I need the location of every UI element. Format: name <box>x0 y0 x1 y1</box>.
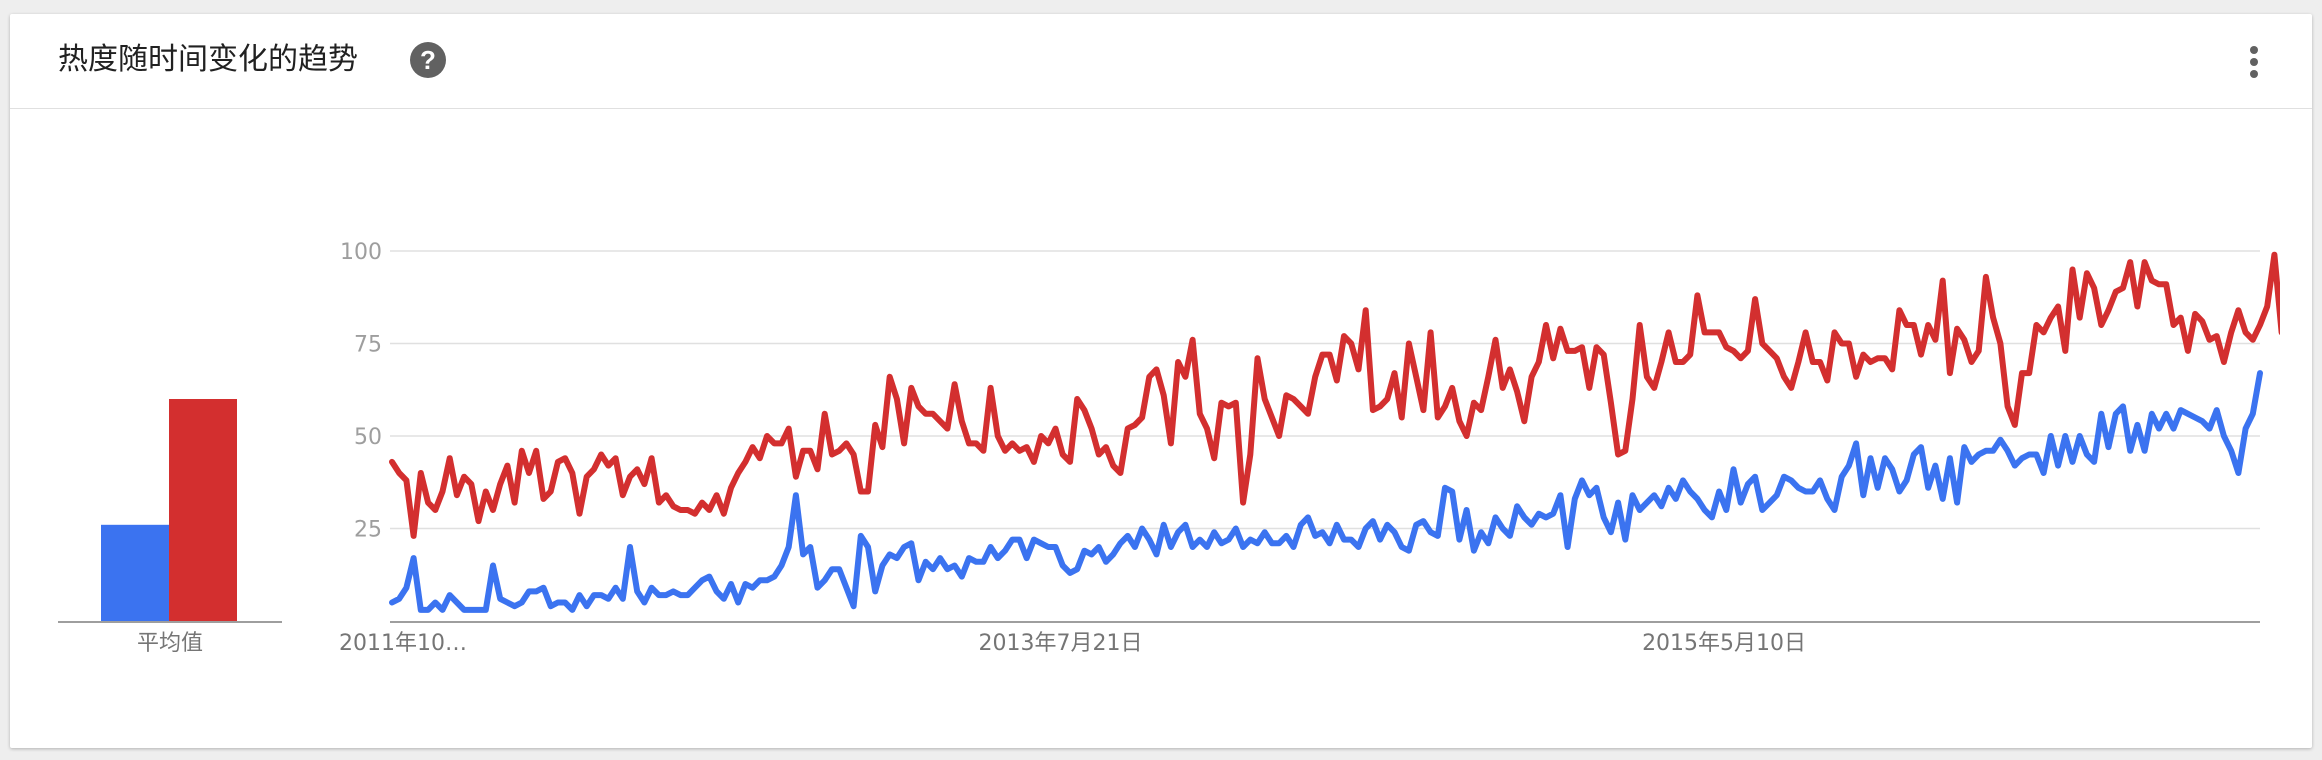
more-options-icon[interactable] <box>2242 42 2266 82</box>
x-tick-label: 2015年5月10日 <box>1642 631 1806 656</box>
average-bar-2 <box>169 399 237 621</box>
card-title: 热度随时间变化的趋势 <box>58 42 358 77</box>
menu-dot <box>2250 70 2258 78</box>
trend-card: 热度随时间变化的趋势 ? 平均值 25 50 75 100 2011年10… 2013年7… <box>10 14 2312 748</box>
y-tick-label: 25 <box>354 518 382 543</box>
menu-dot <box>2250 46 2258 54</box>
average-label: 平均值 <box>137 631 203 656</box>
series-line-2 <box>389 251 2280 539</box>
y-tick-label: 75 <box>354 333 382 358</box>
help-icon[interactable]: ? <box>410 42 446 78</box>
y-tick-label: 100 <box>340 240 382 265</box>
card-header: 热度随时间变化的趋势 ? <box>10 14 2312 109</box>
menu-dot <box>2250 58 2258 66</box>
average-bar-chart: 平均值 <box>58 399 282 656</box>
series-line-1 <box>389 370 2263 613</box>
x-tick-label: 2011年10… <box>339 631 467 656</box>
average-bar-1 <box>101 524 169 621</box>
x-tick-label: 2013年7月21日 <box>979 631 1143 656</box>
line-chart: 25 50 75 100 2011年10… 2013年7月21日 2015年5月10日 <box>339 240 2280 656</box>
y-tick-label: 50 <box>354 425 382 450</box>
